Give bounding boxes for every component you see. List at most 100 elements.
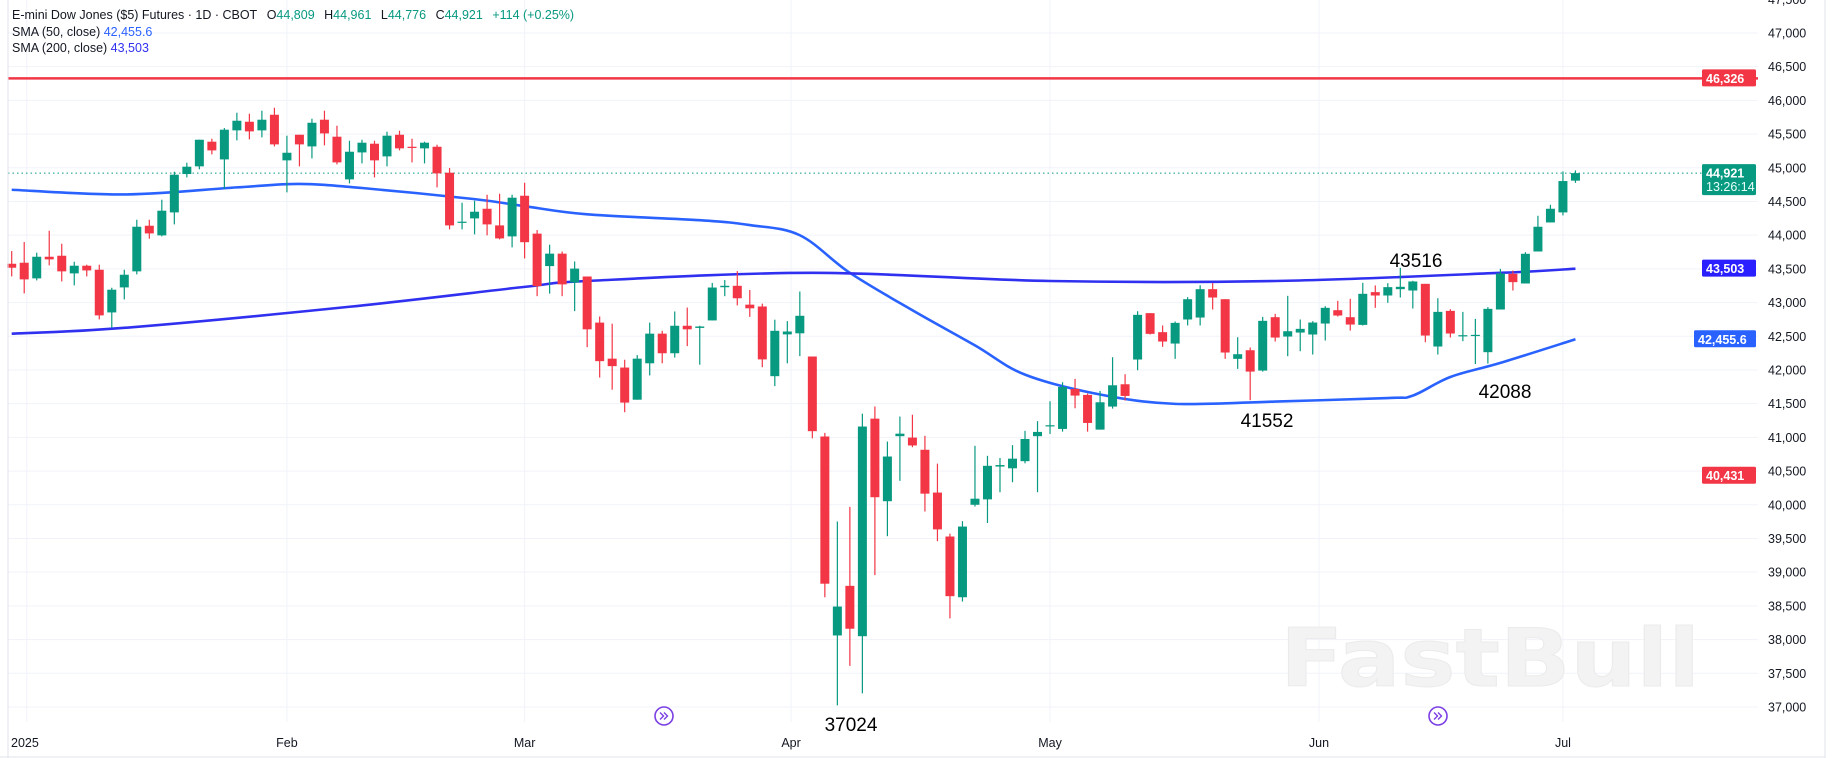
candle-body bbox=[745, 304, 755, 309]
double-chevron-icon bbox=[1433, 712, 1443, 720]
candle-body bbox=[782, 331, 792, 335]
candle-body bbox=[895, 433, 905, 437]
candle bbox=[395, 130, 405, 151]
legend-symbol-row[interactable]: E-mini Dow Jones ($5) Futures · 1D · CBO… bbox=[12, 7, 574, 24]
candle bbox=[645, 322, 655, 376]
candle bbox=[219, 128, 229, 189]
price-tick-label: 45,500 bbox=[1768, 128, 1806, 142]
candle-body bbox=[545, 253, 555, 267]
time-tick-label: Apr bbox=[781, 736, 800, 750]
candle bbox=[269, 107, 279, 147]
candle bbox=[1458, 311, 1468, 342]
candle bbox=[1295, 319, 1305, 352]
event-marker-icon[interactable] bbox=[1428, 706, 1448, 726]
candle-body bbox=[732, 285, 742, 299]
candle bbox=[1445, 309, 1455, 338]
time-tick-label: Mar bbox=[514, 736, 536, 750]
candle bbox=[182, 162, 192, 178]
candle bbox=[69, 261, 79, 286]
candle bbox=[1258, 316, 1268, 372]
candle bbox=[770, 319, 780, 387]
candle-body bbox=[982, 465, 992, 500]
event-markers[interactable] bbox=[654, 706, 1448, 726]
candle-body bbox=[1233, 354, 1243, 359]
candle-body bbox=[69, 265, 79, 274]
candle bbox=[1470, 318, 1480, 365]
candle-body bbox=[932, 492, 942, 530]
price-tick-label: 46,000 bbox=[1768, 94, 1806, 108]
close-value: 44,921 bbox=[444, 8, 483, 22]
candle-body bbox=[570, 268, 580, 283]
countdown-timer-text: 13:26:14 bbox=[1706, 180, 1755, 194]
price-tick-label: 47,000 bbox=[1768, 26, 1806, 40]
candle-body bbox=[1345, 317, 1355, 325]
price-tick-label: 44,000 bbox=[1768, 229, 1806, 243]
candle-body bbox=[7, 263, 17, 268]
sma50-label: SMA (50, close) bbox=[12, 24, 101, 39]
candle bbox=[1008, 445, 1017, 483]
event-marker-icon[interactable] bbox=[654, 706, 674, 726]
candle-body bbox=[1295, 328, 1305, 333]
candle bbox=[1220, 299, 1230, 359]
legend-sma50-row[interactable]: SMA (50, close) 42,455.6 bbox=[12, 24, 574, 41]
candle-body bbox=[495, 225, 505, 239]
candle-body bbox=[132, 226, 142, 272]
candle-body bbox=[1308, 322, 1318, 335]
candle bbox=[369, 140, 379, 178]
candle bbox=[720, 280, 730, 297]
candle-body bbox=[344, 151, 354, 180]
candle bbox=[357, 139, 367, 164]
candle bbox=[1395, 267, 1405, 298]
open-label: O bbox=[266, 8, 277, 22]
candle-body bbox=[920, 449, 930, 494]
legend-sma200-row[interactable]: SMA (200, close) 43,503 bbox=[12, 40, 574, 57]
candle-body bbox=[307, 122, 317, 147]
candle-body bbox=[1408, 281, 1418, 291]
candle-body bbox=[294, 134, 304, 145]
candle bbox=[1308, 321, 1318, 355]
candle-body bbox=[682, 325, 692, 330]
candle-body bbox=[582, 276, 592, 330]
price-tick-label: 39,000 bbox=[1768, 566, 1806, 580]
candle bbox=[132, 219, 142, 275]
candle-body bbox=[157, 210, 167, 236]
candle bbox=[1270, 313, 1280, 342]
candle bbox=[1208, 283, 1218, 310]
double-chevron-icon bbox=[659, 712, 669, 720]
price-tick-label: 46,500 bbox=[1768, 60, 1806, 74]
time-tick-label: Feb bbox=[276, 736, 298, 750]
resistance-line[interactable] bbox=[8, 77, 1758, 174]
candle bbox=[995, 457, 1005, 493]
candle-body bbox=[632, 358, 642, 400]
candle-body bbox=[1495, 273, 1505, 310]
candle-body bbox=[1258, 320, 1268, 371]
legend: E-mini Dow Jones ($5) Futures · 1D · CBO… bbox=[12, 7, 574, 57]
candle bbox=[907, 414, 917, 448]
candle bbox=[1533, 215, 1543, 252]
candle bbox=[957, 521, 967, 602]
candle-body bbox=[1270, 317, 1280, 338]
candle bbox=[32, 252, 42, 281]
price-tick-label: 42,000 bbox=[1768, 363, 1806, 377]
candle-body bbox=[1420, 283, 1430, 336]
time-axis[interactable]: 2025 Feb Mar Apr May Jun Jul bbox=[11, 736, 1571, 750]
candle bbox=[945, 533, 955, 619]
close-label: C bbox=[435, 8, 445, 22]
candle-body bbox=[269, 114, 279, 145]
candle bbox=[470, 200, 480, 235]
open-value: 44,809 bbox=[276, 8, 315, 22]
candle bbox=[632, 355, 642, 400]
candle-body bbox=[1045, 425, 1055, 427]
sma-lines bbox=[11, 182, 1576, 406]
candle-body bbox=[795, 315, 805, 334]
price-badge-text: 44,921 bbox=[1706, 167, 1744, 181]
price-axis[interactable]: 37,000 37,500 38,000 38,500 39,000 39,500 40,0… bbox=[1768, 0, 1806, 714]
candle-body bbox=[520, 195, 530, 243]
candle bbox=[307, 118, 317, 159]
candle bbox=[82, 264, 92, 277]
candle bbox=[1245, 347, 1255, 401]
candle-body bbox=[595, 322, 605, 362]
candle-body bbox=[1558, 181, 1568, 213]
